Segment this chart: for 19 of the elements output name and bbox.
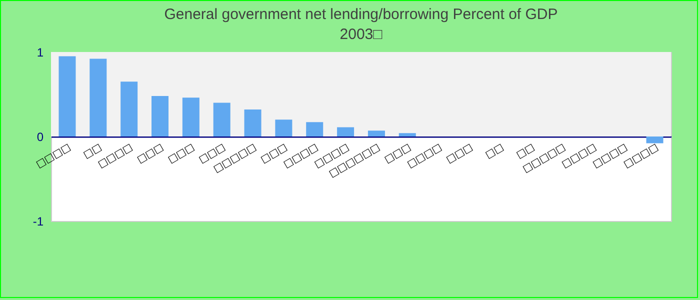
x-tick-label: □□: [484, 142, 506, 161]
bar: [275, 120, 292, 136]
bar: [213, 102, 230, 136]
y-tick-label: -1: [32, 214, 44, 228]
bar: [368, 130, 385, 136]
chart-subtitle: 2003□: [340, 26, 384, 43]
chart-title: General government net lending/borrowing Percent of GDP: [164, 6, 558, 23]
y-tick-label: 1: [36, 46, 44, 60]
bar: [398, 133, 416, 136]
bar: [244, 109, 262, 136]
bar: [90, 58, 107, 136]
bar: [337, 127, 354, 136]
bar: [306, 122, 324, 136]
bar: [182, 98, 200, 136]
bar: [58, 56, 76, 136]
bar: [646, 136, 664, 144]
bar: [120, 82, 138, 136]
bar: [152, 96, 169, 136]
y-tick-label: 0: [36, 130, 44, 144]
